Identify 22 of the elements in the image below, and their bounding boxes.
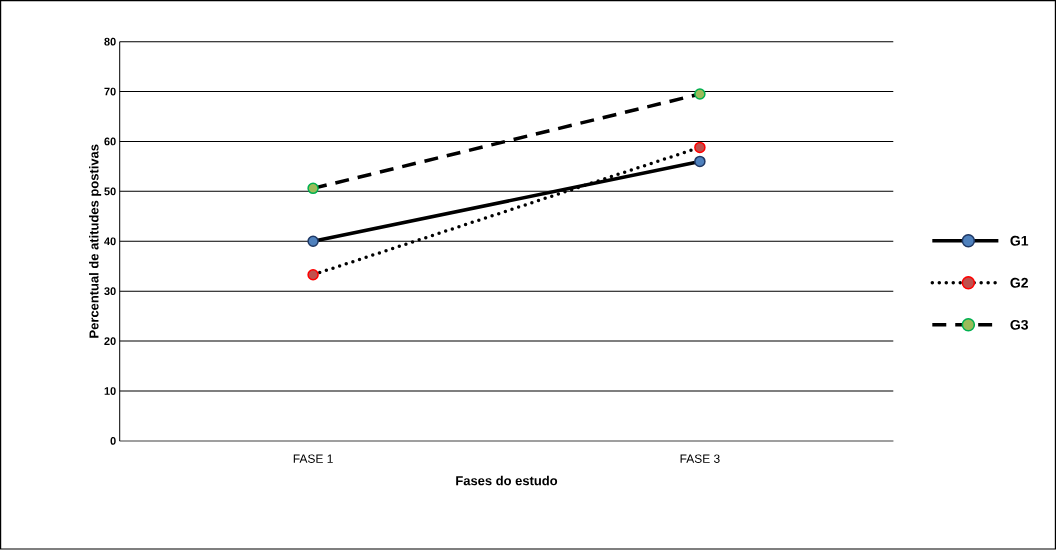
y-tick-label: 10 <box>104 387 116 396</box>
y-tick-label: 30 <box>104 287 116 296</box>
y-tick-label: 70 <box>104 87 116 96</box>
y-tick-label: 60 <box>104 137 116 146</box>
x-tick-label: FASE 1 <box>293 454 333 464</box>
point <box>307 235 319 248</box>
legend-label: G1 <box>1010 236 1029 246</box>
x-axis-title: Fases do estudo <box>456 475 558 486</box>
legend-label: G3 <box>1010 320 1029 330</box>
point <box>307 182 319 195</box>
y-tick-label: 80 <box>104 37 116 46</box>
point <box>694 141 706 154</box>
legend-label: G2 <box>1010 278 1028 288</box>
x-tick-label: FASE 3 <box>680 454 720 464</box>
point <box>307 269 319 281</box>
y-tick-label: 50 <box>104 187 116 196</box>
y-axis-title: Percentual de atitudes postivas <box>89 144 102 338</box>
y-tick-label: 0 <box>110 437 116 445</box>
y-tick-label: 20 <box>104 337 116 346</box>
y-tick-label: 40 <box>104 237 116 246</box>
point <box>694 88 706 100</box>
point <box>694 155 706 168</box>
